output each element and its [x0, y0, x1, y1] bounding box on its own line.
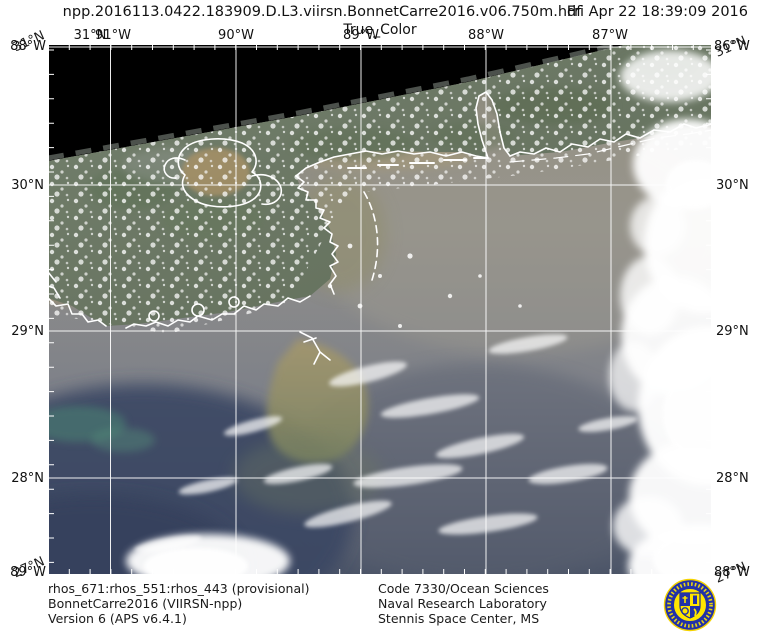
- product-mission: BonnetCarre2016 (VIIRSN-npp): [48, 596, 243, 611]
- lon-label: 88°W: [468, 28, 504, 43]
- swath-edge: [48, 44, 629, 161]
- product-version: Version 6 (APS v6.4.1): [48, 611, 187, 626]
- top-lat-label: 31°N: [73, 28, 107, 43]
- corner-lat: 31°N: [712, 33, 749, 61]
- corner-lat: 27°N: [11, 554, 48, 582]
- lon-label: 89°W: [343, 28, 379, 43]
- corner-label-top-right: 86°W 31°N: [713, 34, 760, 61]
- lat-label-left: 29°N: [11, 324, 44, 339]
- lon-label: 90°W: [218, 28, 254, 43]
- graticule: [48, 44, 712, 575]
- lat-label-right: 28°N: [716, 471, 749, 486]
- org-code: Code 7330/Ocean Sciences: [378, 581, 549, 596]
- coastline: [48, 91, 712, 365]
- corner-label-bottom-right: 88°W 27°N: [713, 560, 760, 587]
- lon-label: 91°W: [95, 28, 131, 43]
- org-location: Stennis Space Center, MS: [378, 611, 540, 626]
- lat-label-left: 30°N: [11, 178, 44, 193]
- corner-label-bottom-left: 89°W 27°N: [0, 554, 47, 583]
- product-subtitle: True_Color: [343, 22, 417, 38]
- cloud-bank: [609, 50, 712, 575]
- nrl-logo-icon: [657, 578, 721, 632]
- lat-label-right: 30°N: [716, 178, 749, 193]
- product-bands: rhos_671:rhos_551:rhos_443 (provisional): [48, 581, 310, 596]
- lat-label-left: 28°N: [11, 471, 44, 486]
- corner-lat: 31°N: [11, 28, 48, 56]
- corner-lon: 89°W: [10, 565, 46, 580]
- bottom-cloud: [126, 534, 290, 575]
- lon-label: 87°W: [592, 28, 628, 43]
- org-name: Naval Research Laboratory: [378, 596, 547, 611]
- filename-title: npp.2016113.0422.183909.D.L3.viirsn.Bonn…: [62, 4, 582, 20]
- scene: [48, 44, 712, 575]
- popcorn-clouds: [48, 44, 712, 334]
- corner-lon: 88°W: [714, 565, 750, 580]
- corner-label-top-left: 88°W 31°N: [0, 28, 47, 57]
- satellite-true-color-image: [48, 44, 712, 575]
- lat-label-right: 29°N: [716, 324, 749, 339]
- timestamp: Fri Apr 22 18:39:09 2016: [566, 4, 748, 20]
- corner-lon: 86°W: [714, 39, 750, 54]
- satellite-map: [48, 44, 712, 575]
- map-border: [48, 44, 712, 575]
- corner-lon: 88°W: [10, 39, 46, 54]
